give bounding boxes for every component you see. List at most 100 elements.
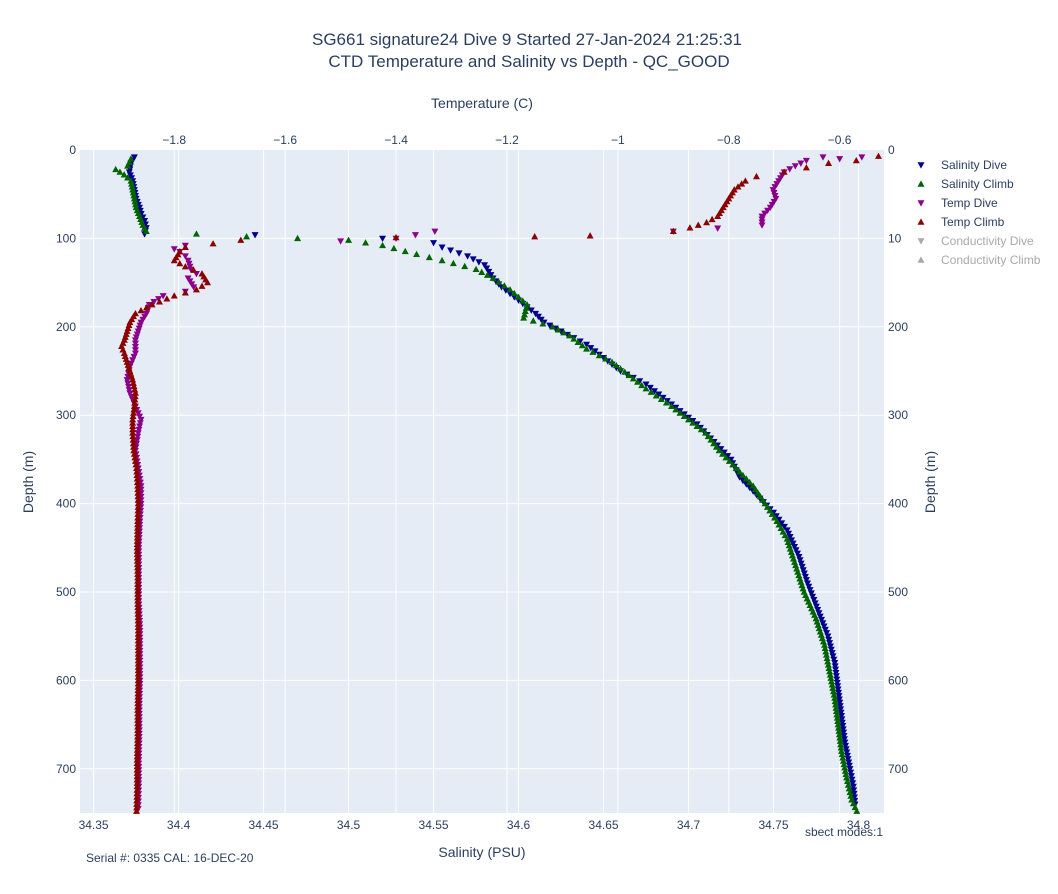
legend-item-temp-climb[interactable]: Temp Climb — [917, 215, 1005, 229]
plot-area — [80, 150, 884, 813]
temp-climb-point — [134, 650, 142, 657]
temp-dive-point — [714, 225, 722, 232]
legend-item-conductivity-climb[interactable]: Conductivity Climb — [917, 253, 1041, 267]
temp-climb-point — [134, 492, 142, 500]
temp-dive-point — [136, 420, 144, 427]
temp-dive-point — [129, 357, 137, 364]
salinity-climb-point — [483, 271, 491, 278]
salinity-climb-point — [560, 329, 568, 336]
temp-dive-point — [134, 430, 142, 437]
salinity-climb-point — [742, 475, 750, 482]
temp-climb-point — [134, 633, 142, 641]
salinity-climb-point — [821, 644, 829, 652]
salinity-climb-point — [621, 368, 629, 375]
salinity-climb-point — [676, 409, 684, 416]
salinity-climb-point — [825, 664, 833, 671]
salinity-climb-point — [112, 165, 120, 173]
salinity-dive-point — [850, 787, 858, 794]
salinity-dive-point — [812, 603, 820, 610]
temp-climb-point — [209, 240, 217, 247]
temp-dive-point — [786, 166, 794, 173]
temp-dive-point — [431, 228, 439, 235]
legend-item-conductivity-dive[interactable]: Conductivity Dive — [917, 234, 1035, 248]
temp-climb-point — [133, 749, 141, 757]
temp-climb-point — [133, 756, 141, 763]
temp-climb-point — [134, 706, 142, 713]
salinity-climb-point — [495, 278, 503, 285]
temperature-tick-label: −1.2 — [495, 133, 519, 147]
temp-climb-point — [134, 564, 142, 571]
temp-dive-point — [135, 426, 143, 434]
salinity-dive-point — [546, 322, 554, 329]
salinity-climb-point — [519, 297, 527, 304]
salinity-dive-point — [843, 749, 851, 756]
legend-marker-icon — [917, 218, 925, 225]
temp-dive-point — [131, 337, 139, 344]
salinity-dive-point — [655, 391, 663, 398]
salinity-climb-point — [834, 717, 842, 724]
temp-climb-point — [134, 583, 142, 591]
temp-climb-point — [204, 279, 212, 286]
salinity-climb-point — [707, 436, 715, 443]
temp-climb-point — [134, 613, 142, 621]
temp-climb-point — [133, 468, 141, 475]
salinity-climb-point — [732, 464, 740, 471]
salinity-climb-point — [574, 338, 582, 345]
temp-climb-point — [133, 759, 141, 766]
salinity-climb-point — [127, 177, 135, 184]
temp-climb-point — [134, 593, 142, 601]
salinity-tick-label: 34.8 — [847, 818, 871, 832]
salinity-dive-point — [379, 235, 387, 242]
salinity-dive-point — [821, 626, 829, 634]
temp-climb-point — [134, 693, 142, 700]
temp-climb-point — [129, 416, 137, 423]
temp-climb-point — [134, 574, 142, 581]
salinity-dive-point — [810, 597, 818, 604]
salinity-climb-point — [821, 641, 828, 648]
temp-climb-point — [133, 786, 141, 793]
salinity-climb-point — [124, 174, 132, 181]
legend-item-temp-dive[interactable]: Temp Dive — [917, 196, 998, 210]
salinity-climb-point — [841, 764, 849, 771]
temp-dive-point — [170, 246, 178, 253]
salinity-dive-point — [469, 256, 477, 263]
temp-climb-point — [181, 289, 189, 296]
temp-climb-point — [131, 389, 139, 396]
legend-item-salinity-dive[interactable]: Salinity Dive — [917, 158, 1008, 172]
salinity-climb-point — [116, 168, 124, 175]
legend-item-salinity-climb[interactable]: Salinity Climb — [917, 177, 1014, 191]
salinity-climb-point — [838, 747, 845, 754]
data-markers — [112, 152, 882, 814]
temp-dive-point — [836, 156, 844, 163]
temp-climb-point — [134, 489, 142, 496]
salinity-dive-point — [483, 265, 491, 272]
salinity-climb-point — [129, 189, 137, 196]
legend-label: Salinity Dive — [941, 158, 1007, 172]
salinity-climb-point — [129, 186, 137, 193]
salinity-climb-point — [839, 757, 847, 764]
salinity-climb-point — [822, 648, 830, 655]
temp-climb-point — [176, 259, 184, 267]
salinity-climb-point — [132, 200, 140, 208]
salinity-climb-point — [823, 654, 831, 661]
temp-climb-point — [163, 295, 171, 302]
temp-dive-point — [181, 253, 189, 260]
temp-climb-point — [181, 263, 189, 270]
temp-climb-point — [133, 789, 141, 797]
temp-climb-point — [134, 620, 142, 627]
temp-dive-point — [137, 416, 145, 424]
salinity-climb-point — [124, 162, 132, 169]
salinity-climb-point — [130, 195, 138, 202]
salinity-climb-point — [702, 429, 710, 436]
temp-dive-point — [190, 284, 198, 291]
salinity-dive-point — [840, 732, 848, 740]
salinity-dive-point — [842, 746, 850, 753]
salinity-dive-point — [841, 739, 849, 746]
salinity-climb-point — [120, 171, 128, 178]
salinity-climb-point — [827, 674, 835, 681]
legend[interactable]: Salinity Dive Salinity Climb Temp Dive Temp… — [917, 158, 1041, 267]
temp-climb-point — [134, 496, 142, 503]
temp-climb-point — [134, 696, 142, 703]
salinity-climb-point — [719, 450, 727, 457]
temp-climb-point — [133, 544, 141, 551]
